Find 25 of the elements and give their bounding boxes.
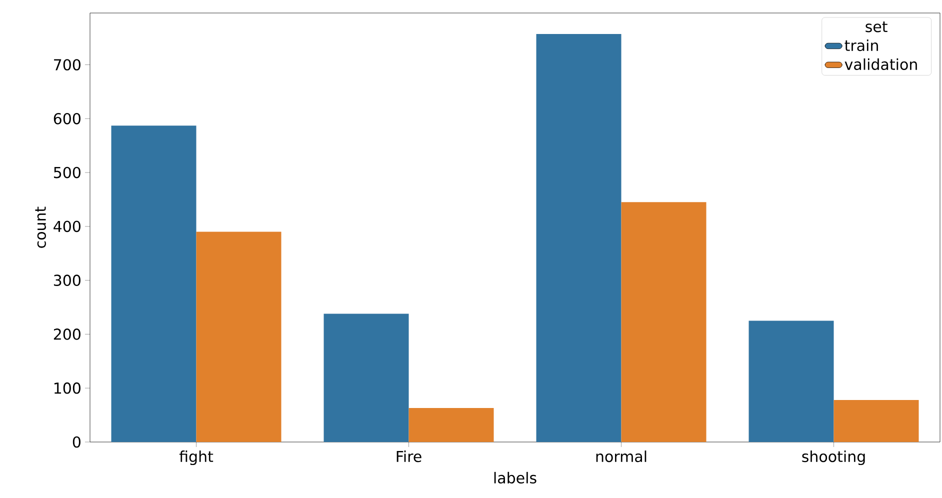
x-tick-label: fight (179, 450, 214, 466)
y-tick-label: 200 (54, 328, 80, 340)
bar (408, 408, 494, 442)
bar (324, 314, 409, 442)
y-tick-label: 300 (54, 274, 80, 286)
legend-label: train (844, 40, 878, 52)
legend-title: set (866, 21, 888, 32)
bar (748, 320, 834, 442)
bar (536, 34, 622, 442)
x-tick-label: normal (596, 450, 646, 462)
y-tick-label: 100 (54, 382, 80, 394)
bar (196, 232, 282, 442)
x-axis-title: labels (494, 472, 536, 484)
legend-label: validation (844, 58, 917, 70)
x-tick-label: shooting (802, 450, 865, 466)
y-axis-title: count (35, 206, 46, 248)
y-tick-label: 700 (54, 59, 80, 70)
y-tick-label: 500 (54, 166, 80, 178)
y-tick-label: 400 (54, 220, 80, 232)
bar (111, 126, 196, 442)
y-tick-label: 0 (72, 436, 80, 448)
x-tick-label: Fire (396, 450, 422, 462)
y-tick-label: 600 (54, 112, 80, 124)
bar (834, 400, 919, 442)
bar (621, 202, 706, 442)
